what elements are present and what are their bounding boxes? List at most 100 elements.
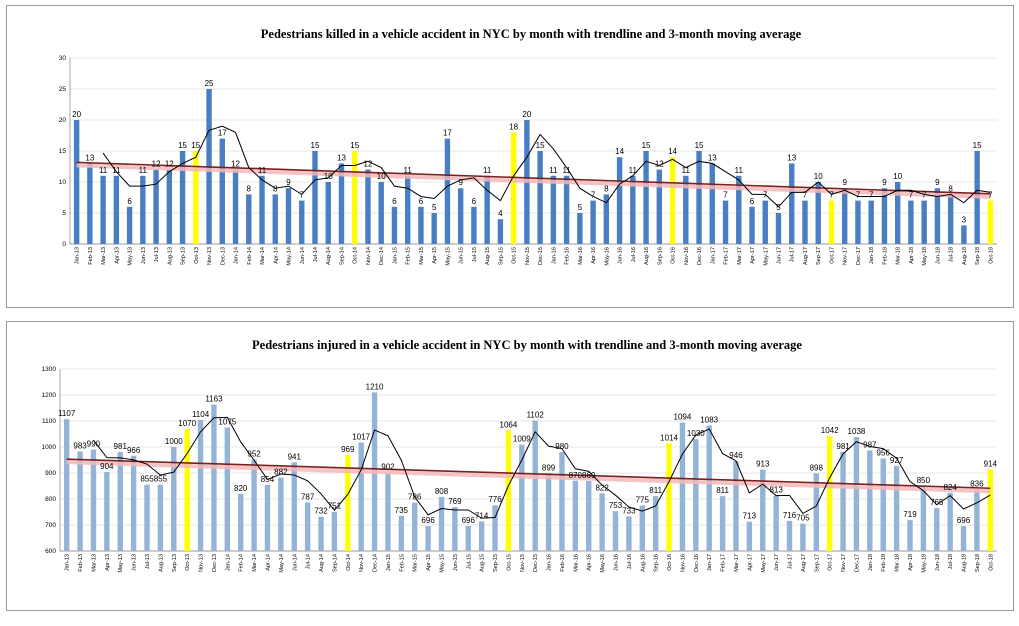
killed-data-label: 13	[787, 153, 796, 162]
killed-data-label: 12	[231, 160, 240, 169]
injured-data-label: 870	[569, 471, 583, 480]
killed-x-tick-label: Jan-18	[869, 247, 875, 264]
injured-data-label: 987	[863, 440, 877, 449]
injured-x-tick-label: Oct-13	[185, 554, 191, 571]
killed-x-tick-label: Jan-17	[710, 247, 716, 264]
killed-bar	[709, 163, 715, 244]
killed-data-label: 18	[509, 122, 518, 131]
killed-data-label: 10	[814, 172, 823, 181]
killed-data-label: 17	[443, 129, 452, 138]
injured-x-tick-label: Oct-15	[506, 554, 512, 571]
killed-data-label: 15	[642, 141, 651, 150]
injured-data-label: 913	[756, 460, 770, 469]
killed-data-label: 7	[869, 191, 874, 200]
injured-data-label: 1094	[674, 413, 692, 422]
killed-bar	[961, 225, 967, 244]
injured-data-label: 776	[488, 495, 502, 504]
killed-x-tick-label: Jun-15	[459, 247, 465, 264]
injured-data-label: 696	[462, 516, 476, 525]
injured-bar	[679, 422, 686, 551]
injured-bar	[572, 480, 579, 551]
killed-data-label: 6	[750, 197, 755, 206]
killed-data-label: 11	[483, 166, 492, 175]
killed-x-tick-label: Jun-13	[141, 247, 147, 264]
killed-bar	[577, 213, 583, 244]
injured-x-tick-label: Jan-16	[547, 554, 553, 571]
injured-chart: Pedestrians injured in a vehicle acciden…	[42, 338, 998, 573]
injured-data-label: 696	[421, 516, 435, 525]
injured-bar	[478, 521, 485, 551]
injured-x-tick-label: Aug-17	[801, 554, 807, 572]
injured-bar	[800, 523, 806, 551]
injured-bar	[492, 505, 498, 551]
killed-x-tick-label: Feb-14	[247, 247, 253, 265]
killed-x-tick-label: Dec-13	[220, 247, 226, 265]
injured-x-tick-label: Sep-18	[975, 554, 981, 572]
killed-x-tick-label: Aug-16	[644, 247, 650, 265]
injured-bar	[438, 496, 445, 551]
injured-data-label: 786	[408, 493, 422, 502]
killed-bar	[259, 175, 265, 244]
injured-x-tick-label: Oct-16	[667, 554, 673, 571]
killed-x-tick-label: Sep-18	[975, 247, 981, 265]
killed-x-tick-label: Jul-13	[154, 247, 160, 262]
injured-y-tick-label: 600	[45, 548, 56, 555]
killed-data-label: 14	[668, 147, 677, 156]
injured-x-tick-label: Apr-16	[587, 554, 593, 571]
killed-bar	[537, 151, 543, 244]
killed-data-label: 11	[258, 166, 267, 175]
injured-bar	[197, 419, 204, 551]
killed-bar	[484, 175, 490, 244]
injured-data-label: 966	[127, 446, 141, 455]
injured-data-label: 719	[903, 510, 917, 519]
killed-data-label: 15	[311, 141, 320, 150]
killed-y-tick-label: 0	[62, 241, 66, 248]
injured-x-tick-label: Jul-16	[627, 554, 633, 569]
injured-x-tick-label: Nov-15	[520, 554, 526, 572]
injured-data-label: 1210	[366, 382, 384, 391]
killed-bar	[272, 194, 278, 244]
killed-data-label: 17	[218, 129, 227, 138]
killed-bar	[987, 200, 994, 244]
injured-data-label: 733	[622, 506, 636, 515]
injured-data-label: 904	[100, 462, 114, 471]
killed-x-tick-label: Jan-13	[75, 247, 81, 264]
killed-y-tick-label: 15	[59, 148, 67, 155]
killed-x-tick-label: Aug-15	[485, 247, 491, 265]
killed-x-tick-label: Dec-16	[697, 247, 703, 265]
killed-bar	[457, 188, 464, 244]
killed-bar	[378, 182, 384, 244]
killed-bar	[842, 188, 848, 244]
killed-x-tick-label: Aug-13	[167, 247, 173, 265]
killed-bar	[630, 175, 636, 244]
injured-bar	[77, 451, 83, 551]
killed-x-tick-label: Aug-14	[326, 247, 332, 265]
killed-bar	[696, 151, 702, 244]
injured-data-label: 981	[114, 442, 128, 451]
killed-data-label: 7	[909, 191, 914, 200]
killed-data-label: 6	[127, 197, 132, 206]
injured-x-tick-label: Jul-15	[466, 554, 472, 569]
killed-data-label: 4	[498, 209, 503, 218]
killed-bar	[656, 169, 663, 244]
killed-x-tick-label: May-15	[445, 247, 451, 266]
killed-data-label: 11	[139, 166, 148, 175]
killed-x-tick-label: Sep-14	[339, 247, 345, 265]
killed-bar	[736, 175, 742, 244]
injured-x-tick-label: Aug-18	[962, 554, 968, 572]
killed-bar	[550, 175, 557, 244]
killed-bar	[153, 169, 159, 244]
killed-data-label: 13	[337, 153, 346, 162]
injured-data-label: 1000	[165, 437, 183, 446]
killed-bar	[338, 163, 345, 244]
killed-bar	[365, 169, 371, 244]
injured-x-tick-label: Mar-14	[252, 554, 258, 572]
injured-data-label: 820	[234, 484, 248, 493]
injured-bar	[987, 469, 994, 551]
injured-x-tick-label: Dec-17	[854, 554, 860, 572]
injured-x-tick-label: Apr-17	[747, 554, 753, 571]
killed-x-tick-label: Nov-15	[525, 247, 531, 265]
injured-x-tick-label: Jul-13	[145, 554, 151, 569]
injured-bar	[545, 473, 552, 551]
injured-bar	[117, 451, 123, 551]
